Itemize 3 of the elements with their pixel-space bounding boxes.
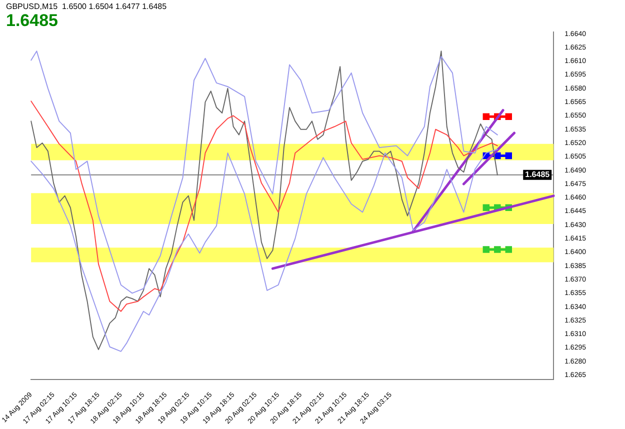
ref-line-label: 1.6485 [525,170,550,180]
chart-title: GBPUSD,M15 1.6500 1.6504 1.6477 1.6485 [6,2,167,11]
chart-subtitle: 1.6485 [6,11,58,31]
